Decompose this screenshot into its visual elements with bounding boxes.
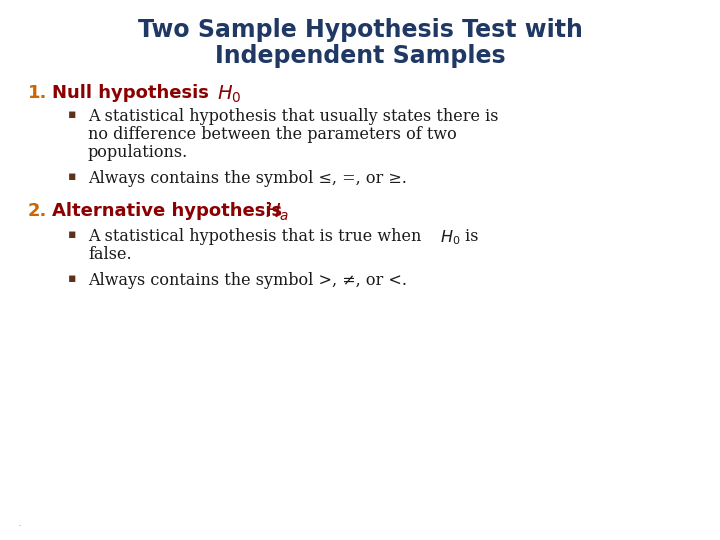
Text: ▪: ▪ [68,272,76,285]
Text: 1.: 1. [28,84,48,102]
Text: A statistical hypothesis that usually states there is: A statistical hypothesis that usually st… [88,108,498,125]
Text: Null hypothesis: Null hypothesis [52,84,215,102]
Text: populations.: populations. [88,144,188,161]
Text: false.: false. [88,246,132,263]
Text: A statistical hypothesis that is true when: A statistical hypothesis that is true wh… [88,228,426,245]
Text: no difference between the parameters of two: no difference between the parameters of … [88,126,456,143]
Text: 2.: 2. [28,202,48,220]
Text: Always contains the symbol >, ≠, or <.: Always contains the symbol >, ≠, or <. [88,272,407,289]
Text: $\mathit{H}_0$: $\mathit{H}_0$ [217,84,241,105]
Text: Two Sample Hypothesis Test with: Two Sample Hypothesis Test with [138,18,582,42]
Text: Independent Samples: Independent Samples [215,44,505,68]
Text: ▪: ▪ [68,108,76,121]
Text: ▪: ▪ [68,170,76,183]
Text: ▪: ▪ [68,228,76,241]
Text: .: . [18,518,22,528]
Text: Always contains the symbol ≤, =, or ≥.: Always contains the symbol ≤, =, or ≥. [88,170,407,187]
Text: Alternative hypothesis: Alternative hypothesis [52,202,289,220]
Text: $\mathit{H}_0$: $\mathit{H}_0$ [440,228,460,247]
Text: $\mathit{H}_a$: $\mathit{H}_a$ [265,202,289,224]
Text: is: is [460,228,479,245]
